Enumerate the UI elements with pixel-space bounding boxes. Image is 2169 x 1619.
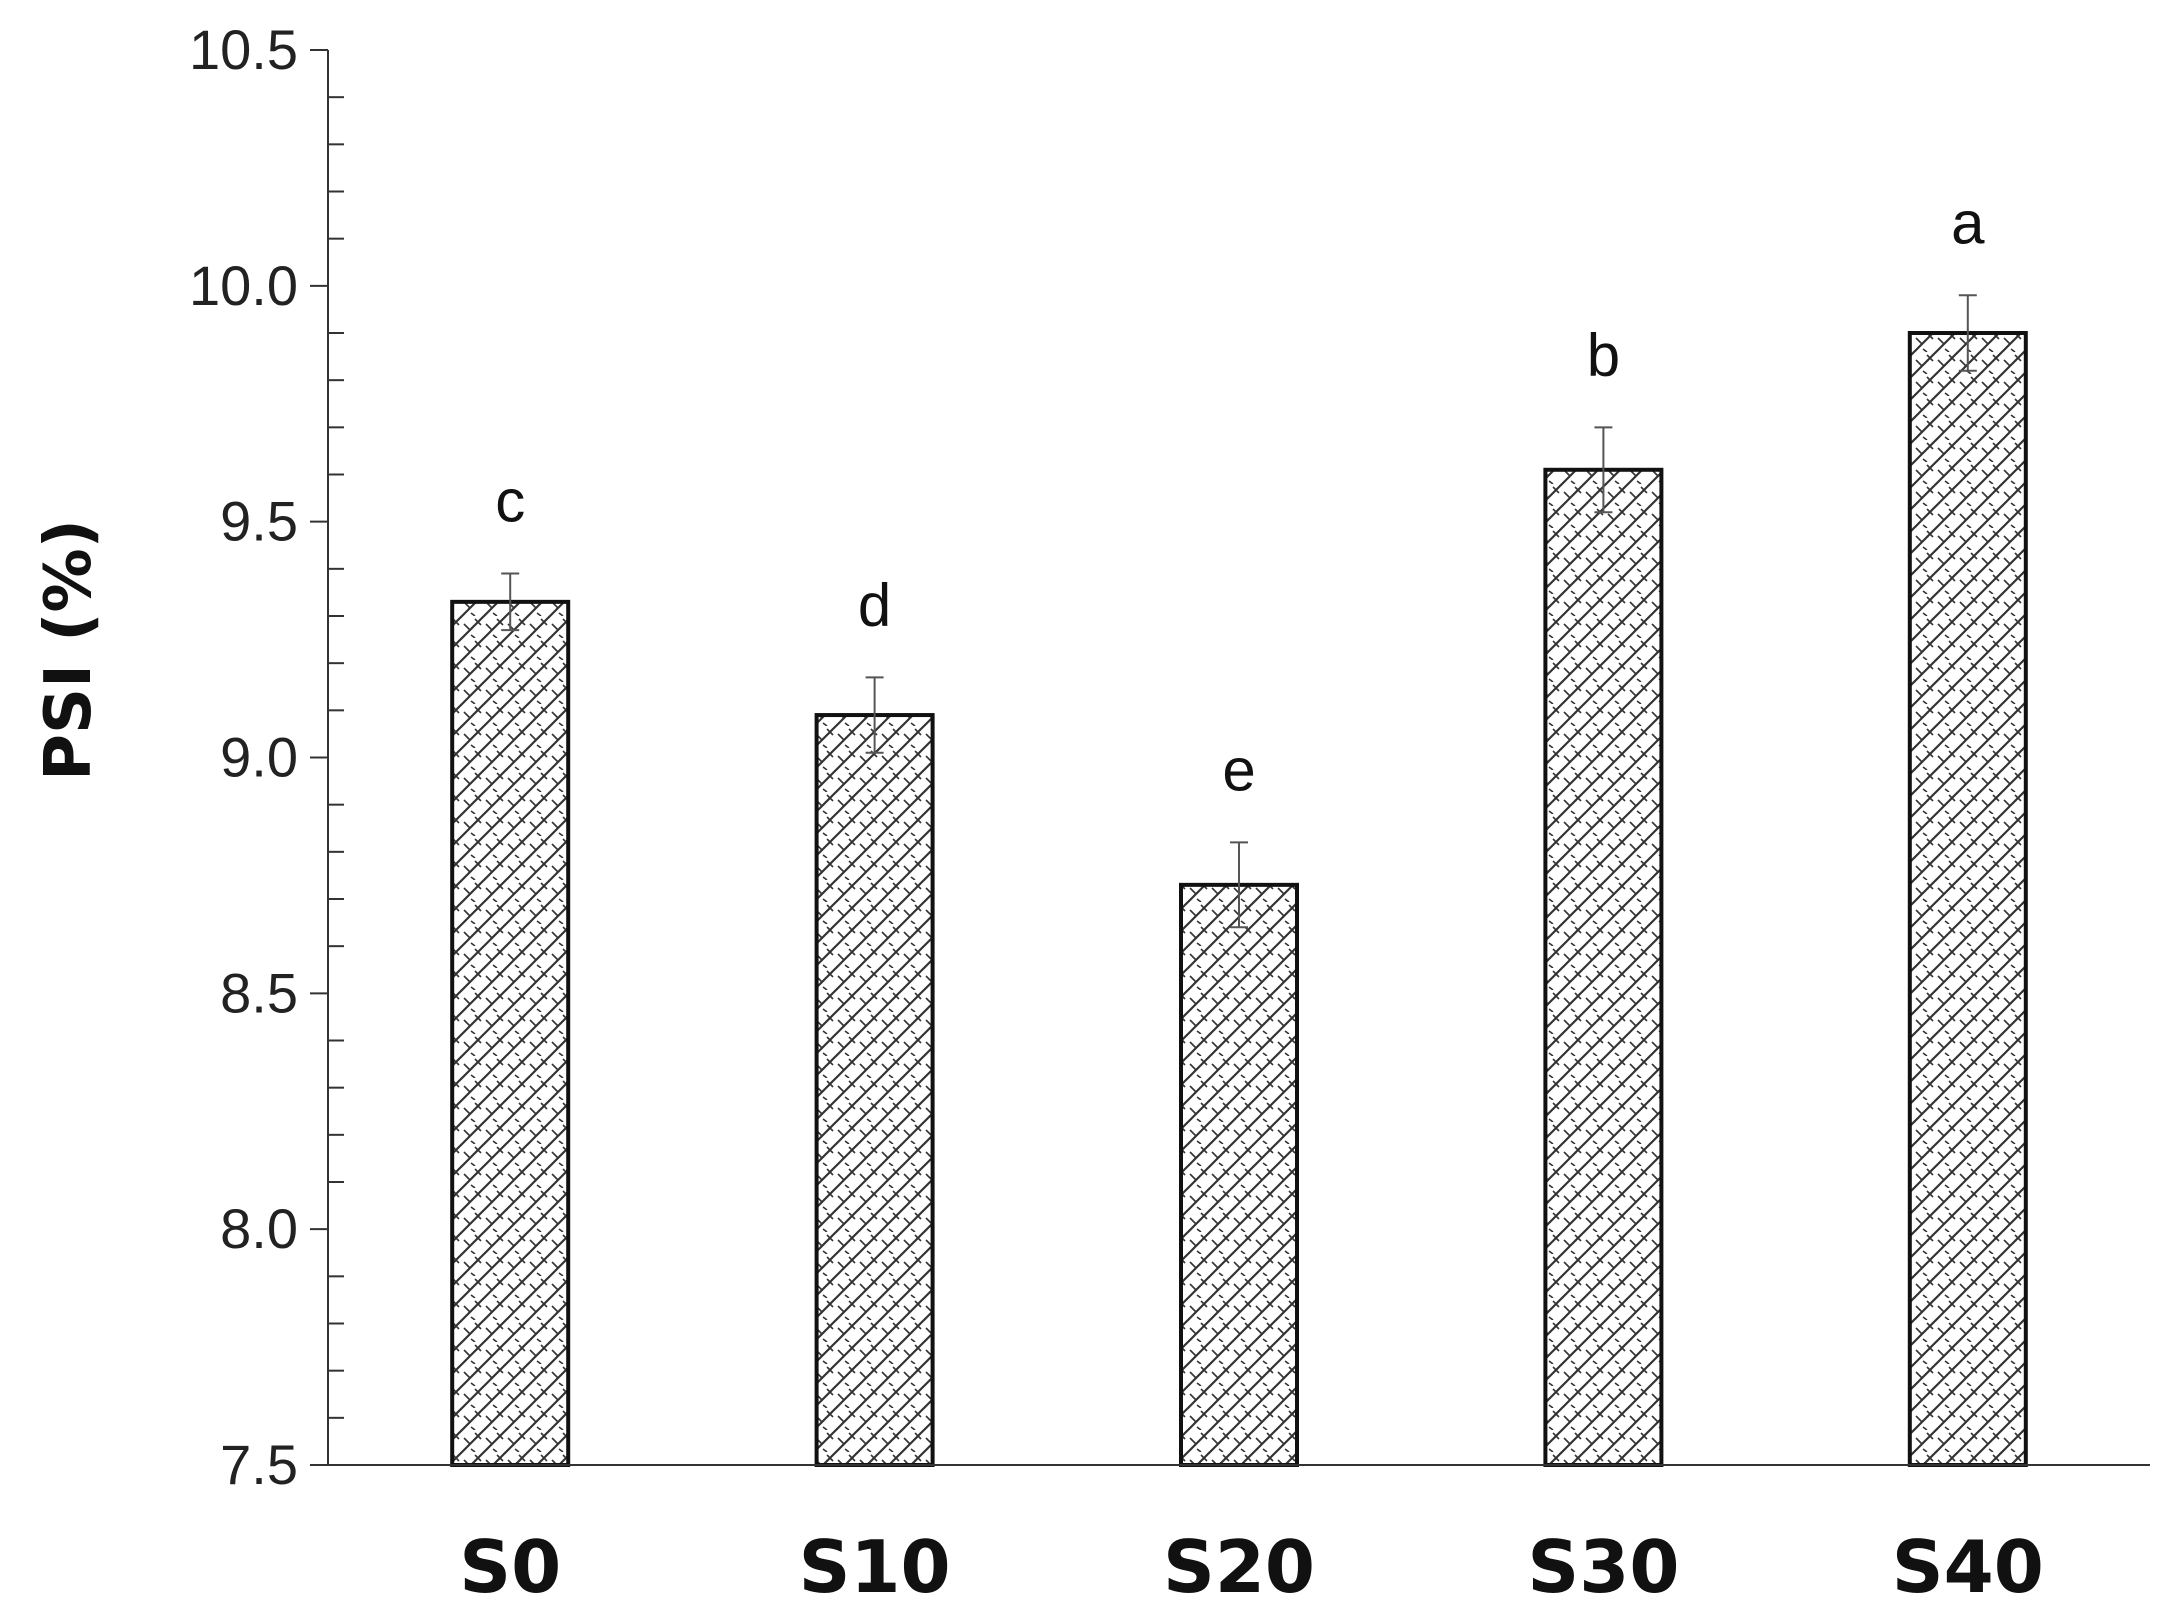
y-tick-label: 9.5 [220, 490, 298, 553]
significance-letter-s30: b [1587, 321, 1620, 388]
y-tick-label: 8.0 [220, 1197, 298, 1260]
x-category-label-s30: S30 [1527, 1525, 1679, 1609]
y-tick-label: 10.0 [189, 254, 298, 317]
y-tick-label: 8.5 [220, 961, 298, 1024]
x-category-label-s40: S40 [1892, 1525, 2044, 1609]
y-tick-label: 9.0 [220, 726, 298, 789]
bar-s20 [1179, 882, 1299, 1467]
x-category-label-s10: S10 [799, 1525, 951, 1609]
y-tick-label: 10.5 [189, 18, 298, 81]
significance-letter-s0: c [495, 468, 525, 535]
bar-s40 [1907, 331, 2028, 1467]
significance-letter-s40: a [1951, 189, 1985, 256]
x-category-label-s0: S0 [459, 1525, 561, 1609]
x-axis-labels: S0 S10 S20 S30 S40 [459, 1525, 2044, 1609]
significance-labels: c d e b a [495, 189, 1985, 803]
y-axis-title: PSI (%) [32, 519, 106, 781]
bar-s10 [814, 713, 935, 1467]
significance-letter-s10: d [858, 571, 891, 638]
significance-letter-s20: e [1222, 736, 1255, 803]
bar-s0 [450, 599, 571, 1467]
y-tick-label: 7.5 [220, 1433, 298, 1496]
y-axis-ticks: 7.5 8.0 8.5 9.0 9.5 10.0 10.5 [189, 18, 344, 1496]
bars [450, 331, 2028, 1467]
bar-s30 [1543, 467, 1664, 1467]
x-category-label-s20: S20 [1163, 1525, 1315, 1609]
error-bars [501, 294, 1977, 929]
